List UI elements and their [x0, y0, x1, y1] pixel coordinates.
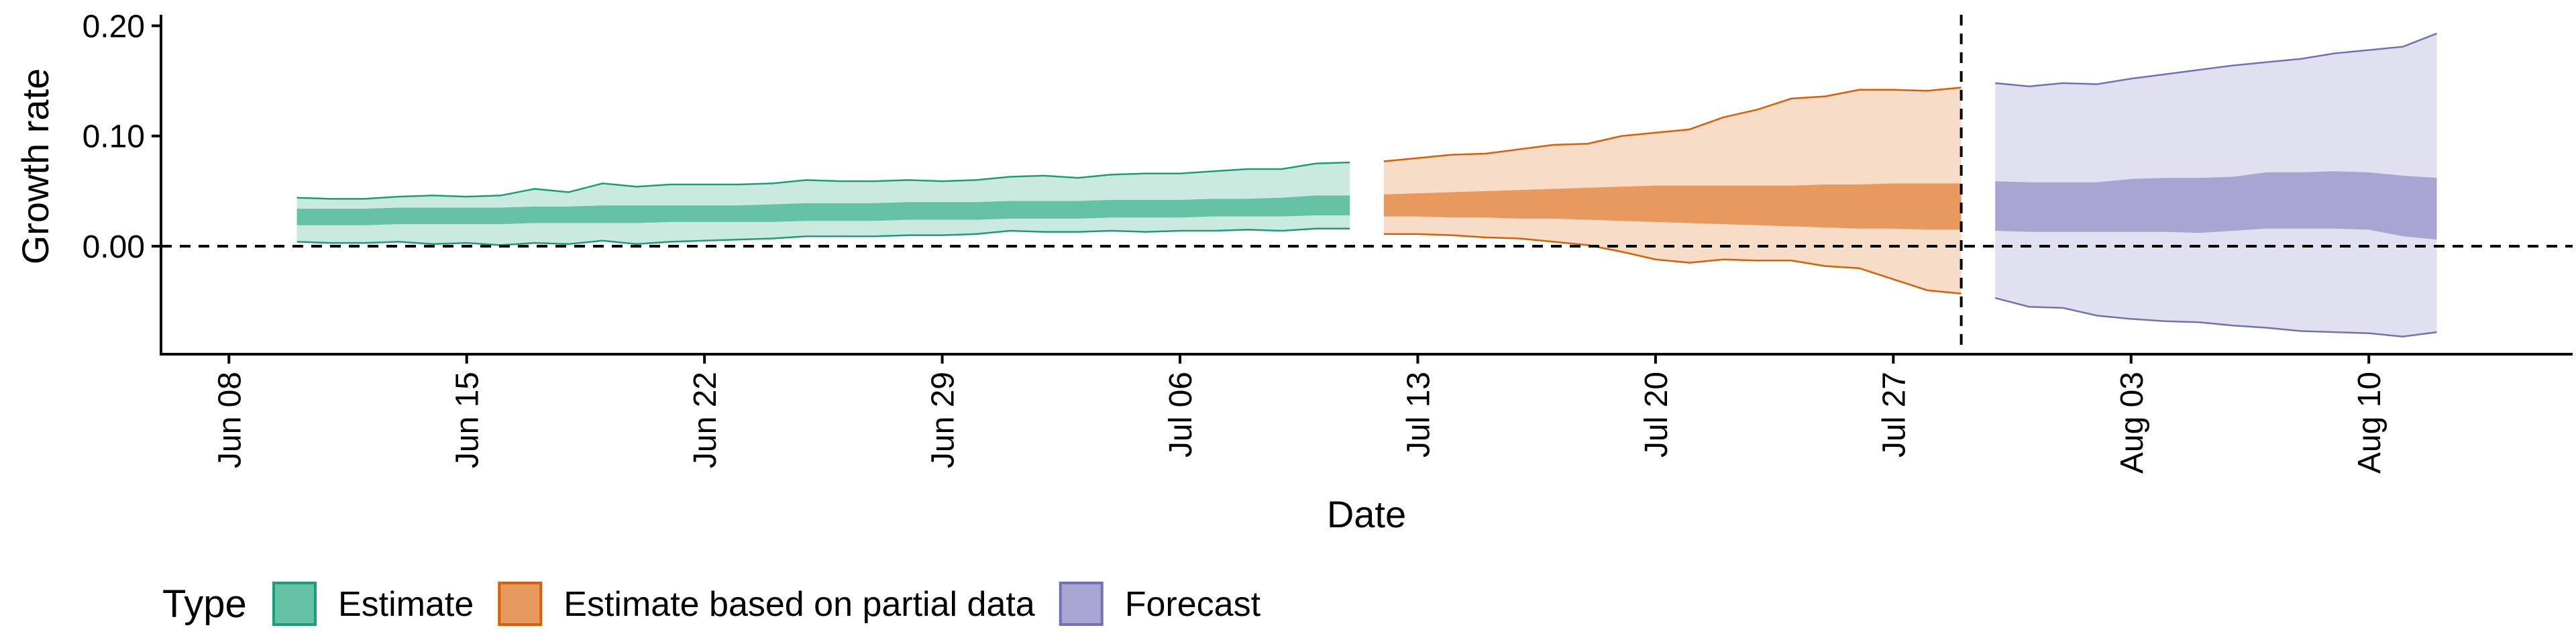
legend: Type Estimate Estimate based on partial d…: [162, 582, 1261, 626]
legend-label: Estimate based on partial data: [564, 585, 1035, 624]
legend-swatch: [272, 582, 317, 626]
x-tick-label: Jun 22: [688, 372, 723, 468]
y-tick-label: 0.00: [83, 229, 145, 265]
x-tick-label: Aug 10: [2352, 372, 2387, 474]
x-tick-label: Jun 29: [926, 372, 961, 468]
tick-labels: 0.00 0.10 0.20 Jun 08 Jun 15 Jun 22 Jun 29 Jul …: [83, 9, 2388, 474]
legend-item-3: Forecast: [1059, 582, 1261, 626]
legend-label: Forecast: [1125, 585, 1261, 624]
legend-label: Estimate: [338, 585, 474, 624]
band-50-interval: [1383, 183, 1962, 230]
upper-90-line: [1383, 87, 1962, 162]
y-tick-label: 0.10: [83, 119, 145, 155]
legend-item-1: Estimate: [272, 582, 474, 626]
legend-items: Estimate Estimate based on partial data Fo…: [272, 582, 1261, 626]
band-50-interval: [1995, 171, 2437, 240]
series-2: [1383, 87, 1962, 294]
series-1: [297, 161, 1350, 246]
upper-90-line: [297, 161, 1350, 200]
x-tick-label: Jul 13: [1401, 372, 1436, 458]
x-tick-label: Jul 27: [1876, 372, 1912, 458]
lower-90-line: [297, 227, 1350, 246]
band-50-interval: [297, 195, 1350, 225]
lower-90-line: [1994, 297, 2437, 337]
legend-swatch: [498, 582, 543, 626]
x-axis-title: Date: [1327, 493, 1406, 535]
x-tick-label: Jul 20: [1639, 372, 1674, 458]
x-tick-label: Aug 03: [2114, 372, 2150, 474]
legend-item-2: Estimate based on partial data: [498, 582, 1035, 626]
legend-swatch: [1059, 582, 1104, 626]
x-tick-label: Jun 08: [212, 372, 248, 468]
upper-90-line: [1995, 32, 2437, 88]
reference-lines: [161, 15, 2573, 354]
y-axis-title: Growth rate: [14, 68, 56, 265]
x-tick-label: Jun 15: [450, 372, 486, 468]
series-bands: [297, 32, 2437, 337]
series-3: [1994, 32, 2437, 337]
y-tick-label: 0.20: [83, 9, 145, 44]
axes: [152, 15, 2573, 364]
x-tick-label: Jul 06: [1163, 372, 1199, 458]
legend-title: Type: [162, 582, 247, 626]
lower-90-line: [1383, 233, 1962, 294]
